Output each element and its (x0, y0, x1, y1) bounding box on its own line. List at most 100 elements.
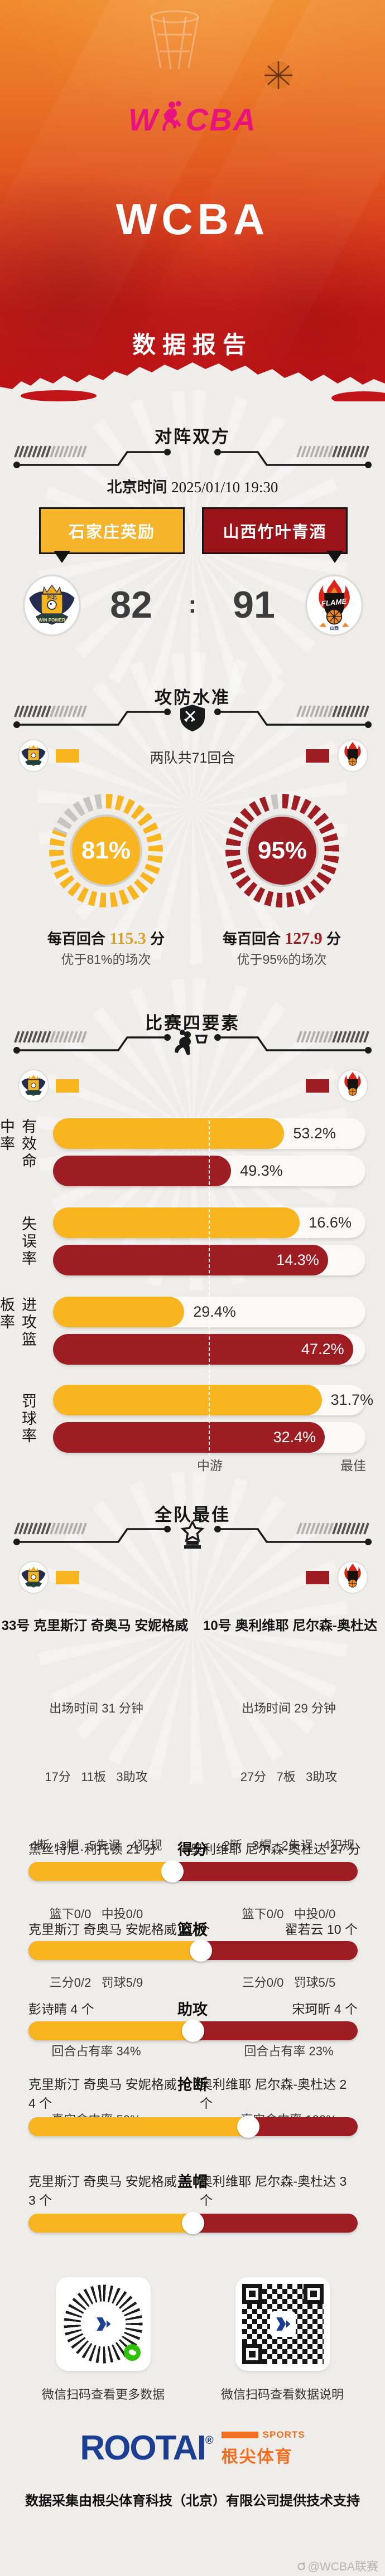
home-bar-value: 53.2% (293, 1125, 336, 1142)
duel-away-label: 宋珂昕 4 个 (292, 2002, 358, 2016)
away-team-logo-small (337, 739, 368, 772)
hero-banner: W CBA WCBA 数据报告 (0, 0, 385, 418)
away-bar (53, 1422, 325, 1453)
home-gauge-value: 81% (70, 814, 142, 887)
away-color-swatch (306, 1571, 329, 1584)
home-logo-banner-text: WIN POWER (38, 618, 65, 623)
info-qr-code[interactable] (235, 2277, 330, 2371)
logo-w: W (128, 101, 159, 137)
home-team-logo-small (18, 1069, 49, 1102)
home-color-swatch (56, 1079, 79, 1093)
axis-mid-label: 中游 (197, 1458, 223, 1473)
duel-home-label: 黛丝特尼·利托顿 21 分 (28, 1842, 157, 1856)
away-logo-text: FLAME (321, 597, 348, 608)
home-per100-value: 115.3 (109, 929, 146, 948)
home-better-than: 优于81%的场次 (61, 952, 151, 967)
section-divider (13, 705, 372, 731)
away-logo-ribbon-text: 山西 (330, 625, 339, 630)
home-color-swatch (56, 1571, 79, 1584)
offdef-team-row: 两队共71回合 (0, 739, 385, 773)
home-logo-plate-text: 河北 (47, 594, 57, 600)
qr-caption-left: 微信扫码查看更多数据 (41, 2388, 165, 2402)
datetime-value: 2025/01/10 19:30 (171, 479, 278, 496)
duel-knob (182, 2212, 204, 2234)
wechat-icon (124, 2344, 141, 2361)
rounds-note: 两队共71回合 (150, 750, 235, 766)
away-bar-value: 49.3% (240, 1162, 283, 1179)
duel-bar (28, 2116, 358, 2138)
section-divider (13, 1521, 372, 1549)
home-bar (53, 1207, 300, 1238)
away-color-swatch (306, 749, 329, 763)
rootai-logo: ROOTAI® SPORTS 根尖体育 (0, 2429, 385, 2467)
league-average-dashed-line (209, 1115, 210, 1456)
data-credit-line: 数据采集由根尖体育科技（北京）有限公司提供技术支持 (25, 2493, 360, 2509)
orange-bar (221, 2432, 258, 2438)
duel-bar (28, 1939, 358, 1962)
away-bar (53, 1245, 328, 1275)
home-bar-value: 16.6% (309, 1214, 352, 1231)
rootai-sports-label: SPORTS (262, 2429, 305, 2440)
section-title-fourfactors: 比赛四要素 (145, 1013, 240, 1033)
home-bar-value: 31.7% (330, 1391, 374, 1408)
home-color-swatch (56, 749, 79, 763)
hero-subtitle: 数据报告 (132, 332, 253, 358)
duel-home-label: 克里斯汀 奇奥马 安妮格威 4 个 (28, 2077, 177, 2111)
rootai-cn-name: 根尖体育 (221, 2448, 293, 2466)
duel-away-label: 奥利维耶 尼尔森-奥杜达 3 个 (200, 2174, 347, 2208)
home-per100: 每百回合 115.3 分 (47, 929, 165, 948)
away-offense-gauge: 95% (225, 794, 339, 908)
star-trophy-icon (180, 1521, 205, 1549)
rootai-wordmark: ROOTAI (80, 2429, 206, 2467)
score-divider: : (188, 591, 197, 618)
datetime-label: 北京时间 (107, 479, 167, 496)
duel-category: 盖帽 (177, 2174, 208, 2190)
qr-center-logo (270, 2311, 296, 2337)
factor-label: 罚球率 (20, 1393, 36, 1445)
bar-track: 53.2% (53, 1118, 365, 1149)
home-best-player-name: 33号 克里斯汀 奇奥马 安妮格威 (1, 1618, 189, 1633)
away-bar (53, 1334, 353, 1365)
axis-best-label: 最佳 (340, 1458, 366, 1473)
section-divider (13, 445, 372, 468)
jumping-player-icon (162, 101, 181, 131)
banner-tail (326, 551, 343, 563)
teambest-team-row (0, 1561, 385, 1594)
miniprogram-qr-code[interactable] (56, 2277, 151, 2371)
duel-knob (161, 1860, 184, 1883)
away-team-logo-small (337, 1561, 368, 1594)
section-divider (13, 1030, 372, 1055)
section-title-offdef: 攻防水准 (155, 688, 230, 707)
away-bar-value: 47.2% (301, 1341, 344, 1357)
home-bar (53, 1385, 322, 1415)
away-team-name: 山西竹叶青酒 (223, 523, 327, 541)
away-team-logo-small (337, 1069, 368, 1102)
qr-center-logo (90, 2311, 116, 2337)
away-per100: 每百回合 127.9 分 (223, 929, 341, 948)
home-score: 82 (110, 584, 152, 626)
duel-bar (28, 2212, 358, 2234)
home-bar (53, 1118, 285, 1149)
duel-knob (237, 2116, 259, 2138)
away-team-logo: FLAME 山西 (305, 574, 364, 637)
home-offense-gauge: 81% (49, 794, 163, 908)
banner-tail (54, 551, 70, 563)
home-team-name: 石家庄英励 (68, 523, 155, 541)
duel-away-label: 翟若云 10 个 (285, 1922, 358, 1937)
weibo-icon (297, 2562, 305, 2570)
duel-bar (28, 1860, 358, 1883)
away-per100-value: 127.9 (285, 929, 323, 948)
duel-knob (190, 1939, 213, 1962)
fourfactors-team-row (0, 1069, 385, 1103)
factor-label: 进攻篮板率 (0, 1297, 36, 1348)
basketball-icon (264, 61, 292, 89)
duel-category: 助攻 (177, 2001, 208, 2018)
duel-home-label: 克里斯汀 奇奥马 安妮格威 11 个 (28, 1922, 210, 1937)
away-bar (53, 1156, 232, 1186)
match-datetime: 北京时间 2025/01/10 19:30 (0, 475, 385, 497)
home-team-logo-small (18, 739, 49, 772)
torn-edge (0, 362, 385, 401)
away-color-swatch (306, 1079, 329, 1093)
factor-label: 有效命中率 (0, 1118, 36, 1170)
